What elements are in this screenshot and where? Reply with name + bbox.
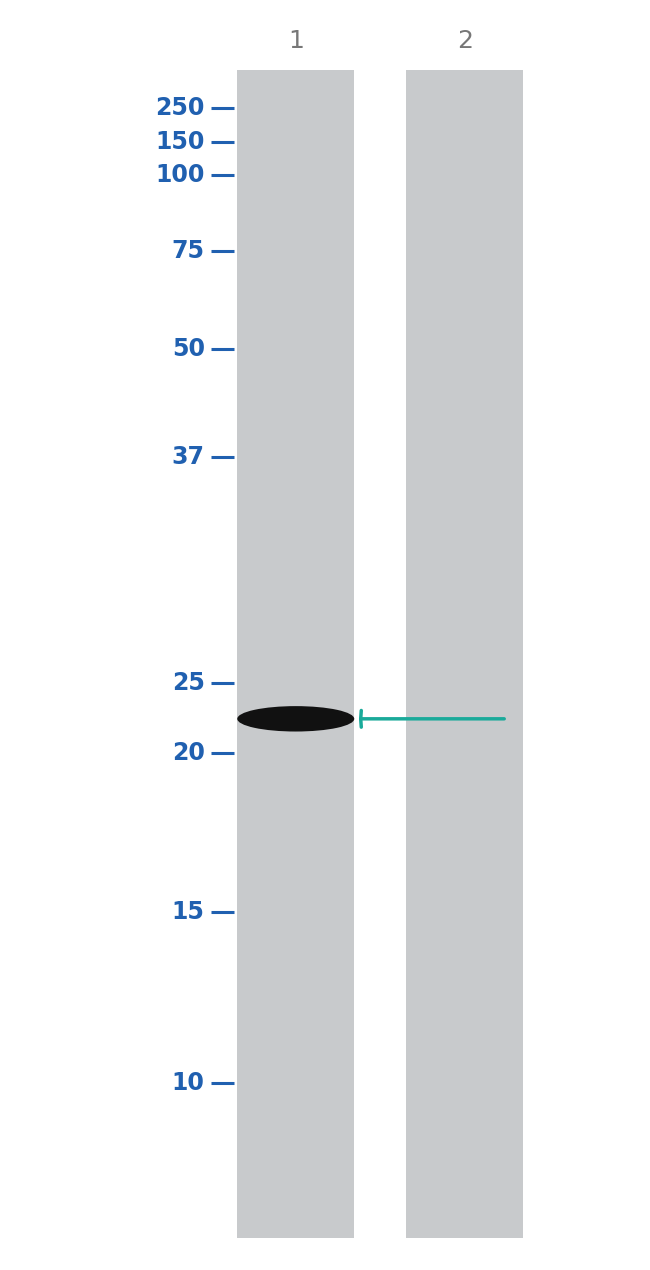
Text: 20: 20 xyxy=(172,742,205,765)
Bar xyxy=(406,70,523,1238)
Text: 2: 2 xyxy=(457,29,473,52)
Bar xyxy=(237,70,354,1238)
Text: 250: 250 xyxy=(155,97,205,119)
Text: 75: 75 xyxy=(172,240,205,263)
Text: 25: 25 xyxy=(172,672,205,695)
Text: 150: 150 xyxy=(155,131,205,154)
Text: 15: 15 xyxy=(172,900,205,923)
Text: 100: 100 xyxy=(155,164,205,187)
Text: 37: 37 xyxy=(172,446,205,469)
Text: 1: 1 xyxy=(288,29,304,52)
Text: 10: 10 xyxy=(172,1072,205,1095)
Text: 50: 50 xyxy=(172,338,205,361)
Ellipse shape xyxy=(237,706,354,732)
